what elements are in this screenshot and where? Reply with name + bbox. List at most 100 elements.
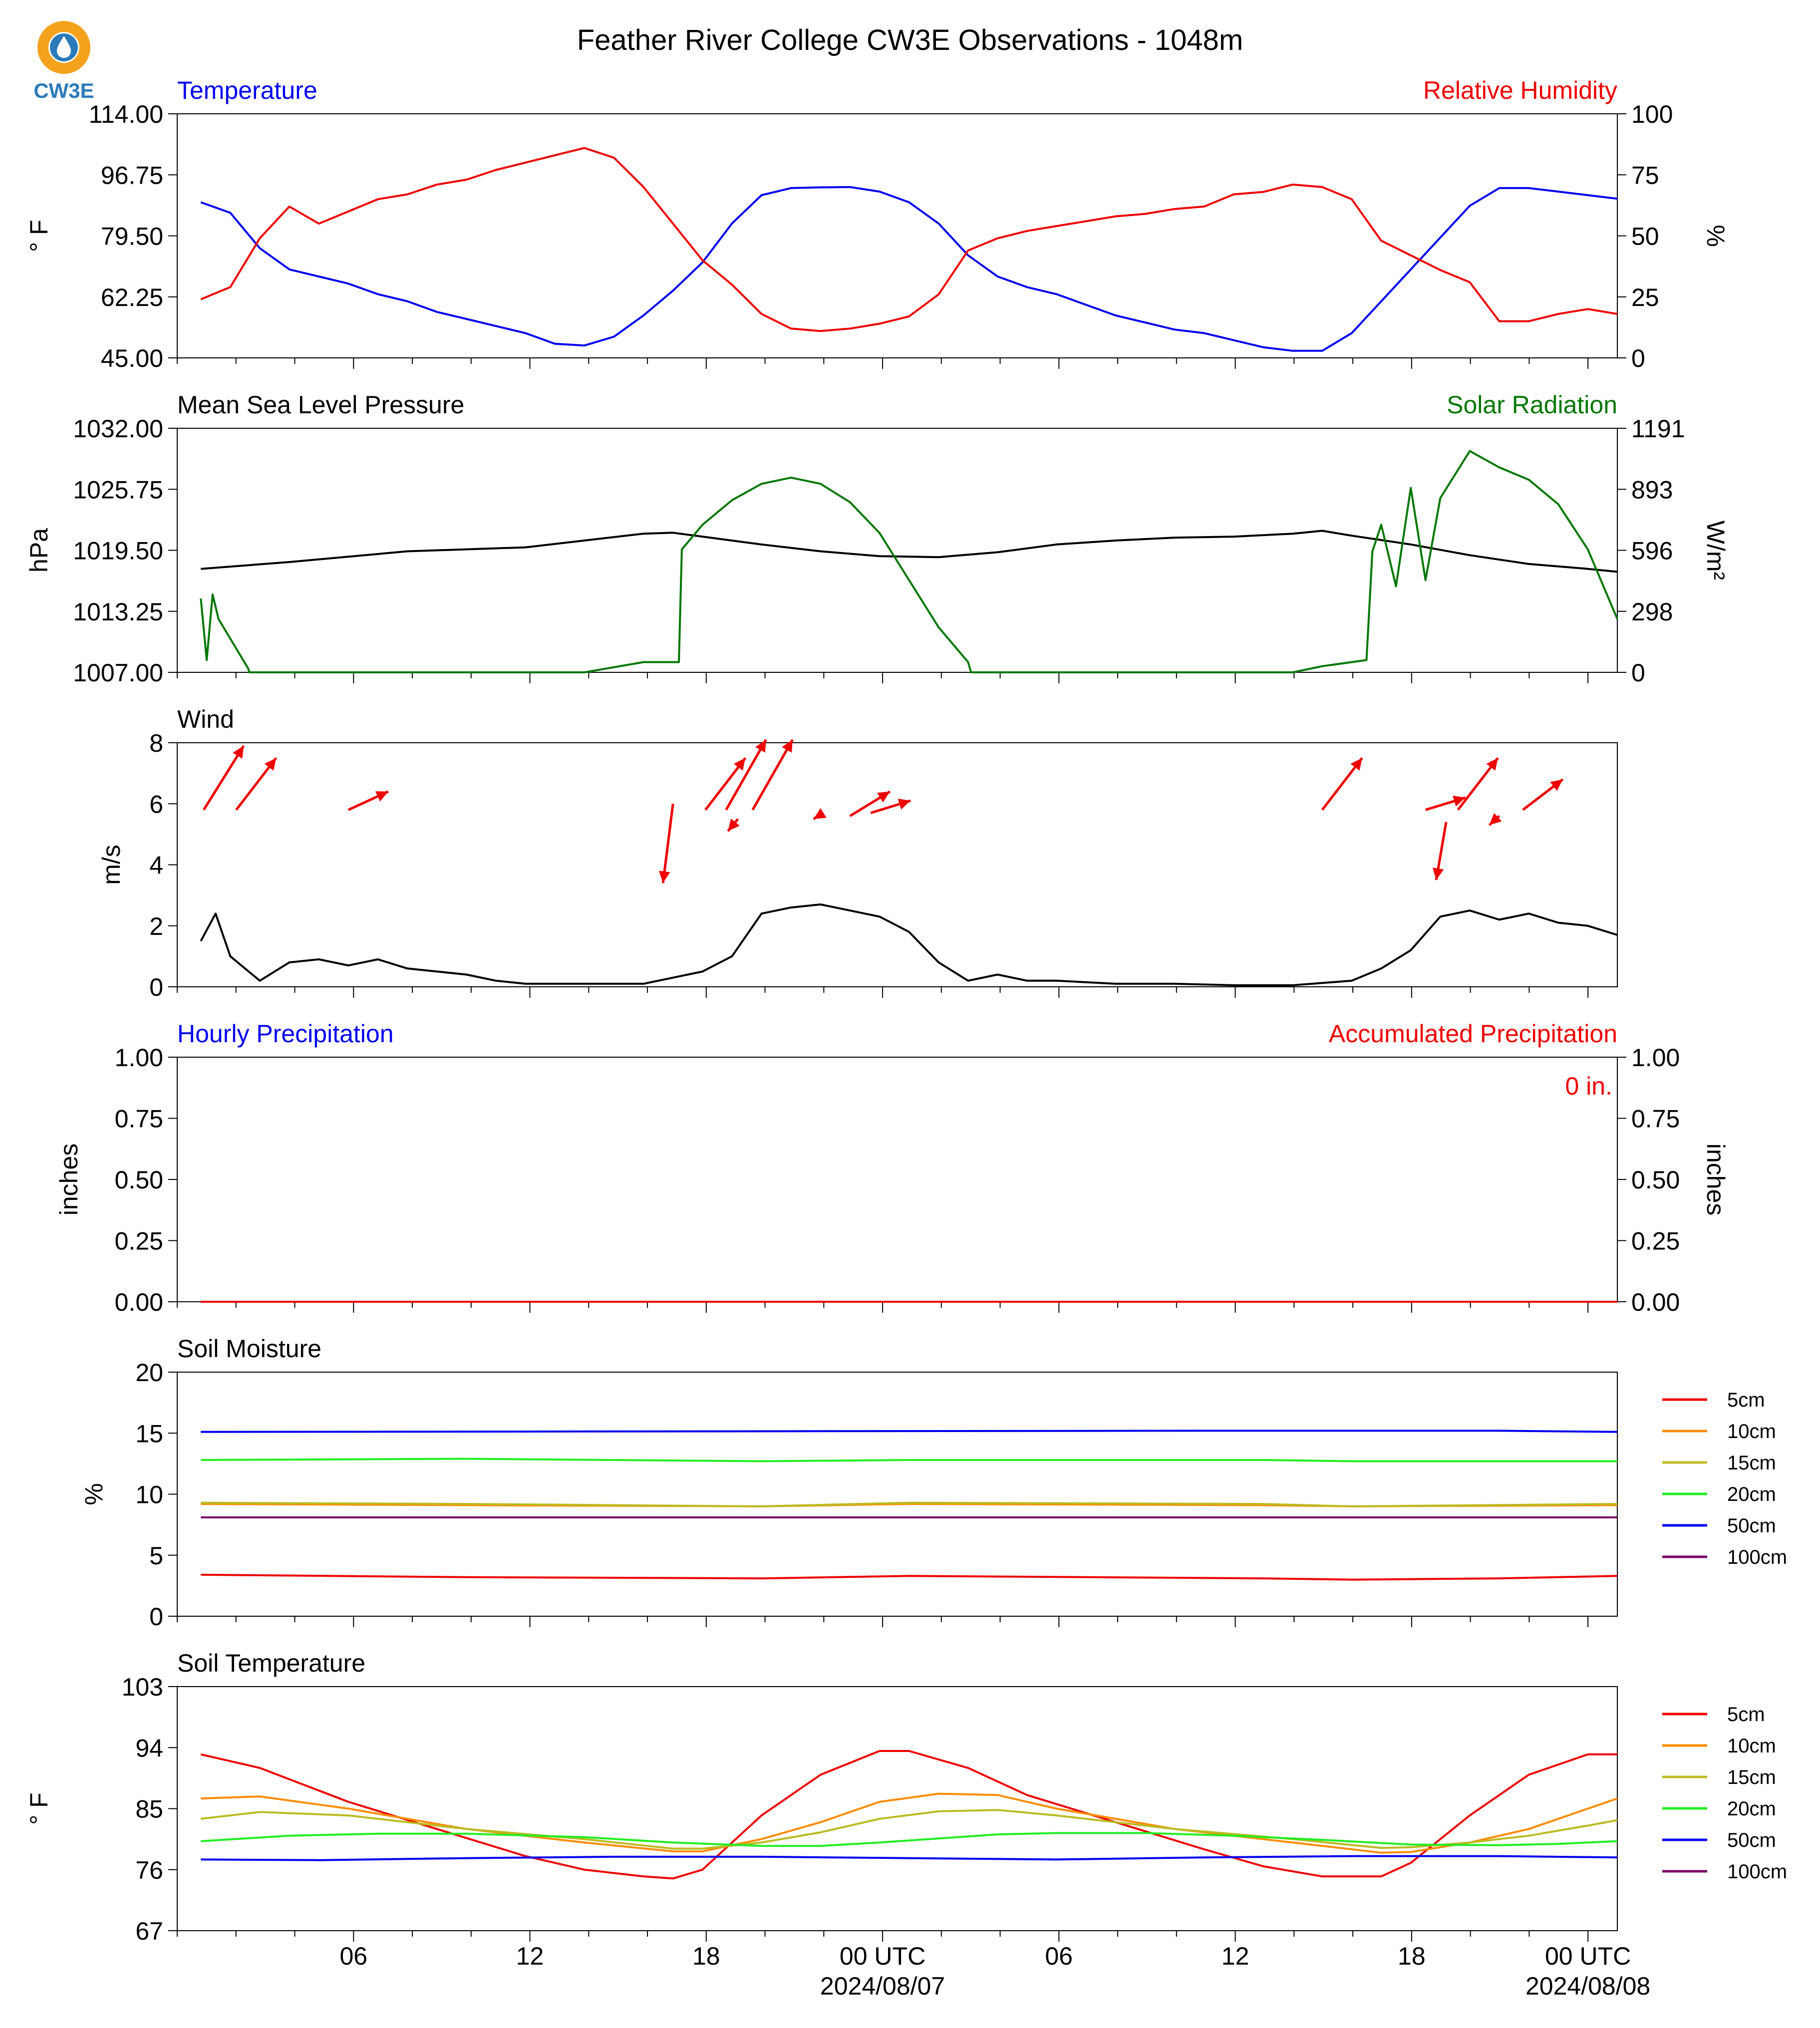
y-axis-label: inches xyxy=(55,1144,83,1216)
x-date-label: 2024/08/07 xyxy=(820,1972,945,2000)
x-tick-label: 00 UTC xyxy=(1545,1942,1631,1970)
y-right-tick-label: 75 xyxy=(1631,161,1659,189)
y-right-tick-label: 100 xyxy=(1631,100,1673,128)
wind-arrow-head xyxy=(1453,796,1466,807)
y-tick-label: 94 xyxy=(135,1734,163,1762)
y-tick-label: 1013.25 xyxy=(73,598,163,626)
legend-entry: 5cm xyxy=(1727,1704,1765,1726)
y-right-tick-label: 25 xyxy=(1631,284,1659,311)
y-tick-label: 85 xyxy=(135,1795,163,1823)
wind-arrow-head xyxy=(1489,813,1502,826)
legend-entry: 10cm xyxy=(1727,1735,1776,1757)
legend-entry: 20cm xyxy=(1727,1798,1776,1820)
logo-orange-ring xyxy=(37,21,90,74)
legend-entry: 10cm xyxy=(1727,1421,1776,1443)
y-axis-label: ° F xyxy=(25,1792,53,1824)
y-right-axis-label: % xyxy=(1702,225,1730,247)
accum-precip-annotation: 0 in. xyxy=(1565,1072,1612,1100)
panel-4: Hourly Precipitation Accumulated Precipit… xyxy=(55,1020,1730,1316)
y-tick-label: 8 xyxy=(149,729,163,757)
legend-entry: 100cm xyxy=(1727,1861,1787,1883)
y-tick-label: 0.00 xyxy=(115,1288,163,1316)
wind-arrow-head xyxy=(264,758,277,771)
x-tick-label: 06 xyxy=(1045,1942,1073,1970)
y-tick-label: 1019.50 xyxy=(73,537,163,565)
wind-arrow xyxy=(725,739,767,811)
wind-arrow-head xyxy=(1550,779,1563,791)
wind-arrow xyxy=(751,739,794,811)
legend-entry: 50cm xyxy=(1727,1829,1776,1851)
y-tick-label: 4 xyxy=(149,852,163,879)
y-right-axis-label: W/m² xyxy=(1702,521,1730,580)
wind-arrow-head xyxy=(233,746,244,759)
legend-entry: 15cm xyxy=(1727,1766,1776,1788)
x-tick-label: 18 xyxy=(692,1942,720,1970)
y-tick-label: 79.50 xyxy=(101,223,163,251)
x-tick-label: 00 UTC xyxy=(840,1942,925,1970)
x-tick-label: 12 xyxy=(1221,1942,1249,1970)
panel-6: Soil Temperature 67 76 85 94 103 ° F 5cm 10cm 15c… xyxy=(25,1649,1787,1945)
panel-title-right: Relative Humidity xyxy=(1423,76,1617,104)
y-tick-label: 0.50 xyxy=(115,1166,163,1194)
y-right-axis-label: inches xyxy=(1702,1144,1730,1216)
panels: Temperature Relative Humidity 45.00 62.25 79… xyxy=(25,76,1787,1945)
y-tick-label: 114.00 xyxy=(89,100,163,128)
x-tick-label: 06 xyxy=(339,1942,367,1970)
x-date-label: 2024/08/08 xyxy=(1525,1972,1650,2000)
legend-entry: 50cm xyxy=(1727,1515,1776,1537)
panel-title-left: Mean Sea Level Pressure xyxy=(177,391,464,419)
panel-title-left: Hourly Precipitation xyxy=(177,1020,394,1048)
panel-title-left: Temperature xyxy=(177,76,317,104)
panel-3: Wind 0 2 4 6 8 m/s xyxy=(97,705,1618,1001)
y-right-tick-label: 893 xyxy=(1631,476,1673,504)
y-right-tick-label: 0 xyxy=(1631,659,1645,687)
y-tick-label: 67 xyxy=(135,1917,163,1945)
y-right-tick-label: 0 xyxy=(1631,344,1645,372)
x-tick-label: 12 xyxy=(516,1942,544,1970)
wind-arrow-head xyxy=(1350,758,1362,771)
wind-arrow-head xyxy=(877,791,890,803)
y-tick-label: 0.75 xyxy=(115,1105,163,1133)
y-tick-label: 76 xyxy=(135,1856,163,1884)
wind-arrow-head xyxy=(1486,758,1498,771)
y-axis-label: hPa xyxy=(25,528,53,573)
y-tick-label: 45.00 xyxy=(101,344,163,372)
y-right-tick-label: 1191 xyxy=(1631,415,1685,443)
panel-title-right: Solar Radiation xyxy=(1447,391,1617,419)
panel-2: Mean Sea Level Pressure Solar Radiation 10… xyxy=(25,391,1730,687)
legend-entry: 20cm xyxy=(1727,1483,1776,1505)
y-tick-label: 1032.00 xyxy=(73,415,163,443)
y-right-tick-label: 50 xyxy=(1631,223,1659,251)
cw3e-logo: CW3E xyxy=(33,21,94,102)
logo-text: CW3E xyxy=(33,79,94,102)
logo-drop-icon xyxy=(57,36,71,58)
y-tick-label: 20 xyxy=(135,1359,163,1387)
legend-entry: 5cm xyxy=(1727,1389,1765,1411)
series-line-5cm xyxy=(201,1573,1618,1581)
wind-arrow-head xyxy=(728,818,740,832)
y-axis-label: % xyxy=(80,1483,108,1505)
y-tick-label: 96.75 xyxy=(101,161,163,189)
wind-arrow-head xyxy=(813,808,827,819)
y-tick-label: 1025.75 xyxy=(73,476,163,504)
wind-arrow-head xyxy=(1432,868,1444,880)
y-tick-label: 0 xyxy=(149,1603,163,1631)
y-right-tick-label: 0.75 xyxy=(1631,1105,1680,1133)
wind-arrow-head xyxy=(782,739,793,753)
y-tick-label: 1.00 xyxy=(115,1044,163,1072)
y-right-tick-label: 0.00 xyxy=(1631,1288,1680,1316)
series-line-solar-radiation xyxy=(200,450,1618,673)
legend-entry: 100cm xyxy=(1727,1546,1787,1568)
figure-title: Feather River College CW3E Observations … xyxy=(577,24,1243,56)
y-axis-label: m/s xyxy=(97,845,125,885)
y-right-tick-label: 0.25 xyxy=(1631,1227,1680,1255)
wind-arrow xyxy=(203,745,245,811)
y-tick-label: 62.25 xyxy=(101,284,163,311)
y-tick-label: 15 xyxy=(135,1420,163,1448)
y-tick-label: 6 xyxy=(149,790,163,818)
y-right-tick-label: 596 xyxy=(1631,537,1673,565)
wind-arrow-head xyxy=(658,870,670,883)
panel-1: Temperature Relative Humidity 45.00 62.25 79… xyxy=(25,76,1730,372)
